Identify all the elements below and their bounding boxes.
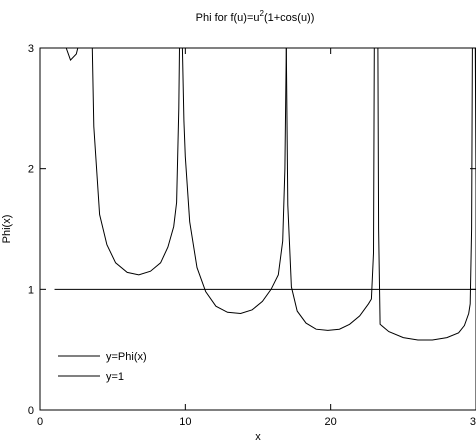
plot-frame (39, 47, 476, 411)
y-tick-label: 3 (28, 43, 34, 55)
series-phi-segment (91, 48, 180, 276)
data-lines (54, 48, 476, 341)
chart-title-rest: (1+cos(u)) (264, 12, 314, 24)
chart-title-superscript: 2 (260, 9, 265, 18)
x-tick-label: 30 (470, 416, 476, 428)
chart-title-main: Phi for f(u)=u (196, 12, 260, 24)
chart-title: Phi for f(u)=u2(1+cos(u)) (196, 9, 315, 24)
y-tick-label: 0 (28, 405, 34, 417)
legend-label-phi: y=Phi(x) (106, 351, 147, 363)
series-phi-segment (377, 48, 473, 341)
tick-labels: 0 10 20 30 0 1 2 3 (28, 43, 476, 428)
legend-label-y1: y=1 (106, 371, 124, 383)
series-phi-segment (65, 48, 79, 62)
legend: y=Phi(x) y=1 (58, 351, 147, 383)
x-tick-label: 10 (179, 416, 191, 428)
y-axis-label: Phi(x) (1, 215, 13, 244)
series-phi-segment (285, 48, 375, 331)
y-tick-label: 2 (28, 164, 34, 176)
x-tick-label: 0 (37, 416, 43, 428)
y-tick-label: 1 (28, 284, 34, 296)
x-tick-label: 20 (325, 416, 337, 428)
series-phi-segment (181, 48, 287, 315)
x-axis-label: x (255, 431, 261, 443)
